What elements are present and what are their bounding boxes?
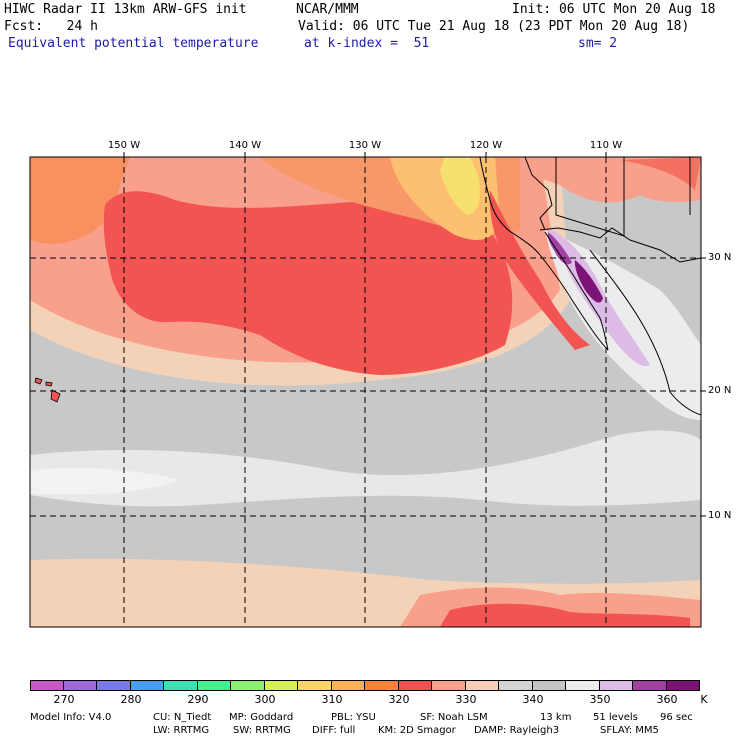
colorbar-swatch (197, 680, 231, 691)
footer-model-info: Model Info: V4.0 (30, 712, 112, 723)
map-field (30, 157, 701, 627)
coastline-west (479, 157, 609, 351)
colorbar-label-340: 340 (522, 693, 544, 706)
field-purple-1 (547, 232, 572, 265)
field-name: Equivalent potential temperature (8, 36, 259, 51)
colorbar-swatch (599, 680, 633, 691)
footer-lw: LW: RRTMG (153, 725, 210, 736)
colorbar-swatch (566, 680, 600, 691)
colorbar-label-310: 310 (321, 693, 343, 706)
lon-label-150w: 150 W (107, 140, 141, 151)
colorbar-swatch (532, 680, 566, 691)
forecast-hour: Fcst: 24 h (4, 19, 98, 34)
colorbar-swatch (398, 680, 432, 691)
colorbar-swatch (331, 680, 365, 691)
colorbar-label-300: 300 (254, 693, 276, 706)
graticule (30, 157, 701, 627)
valid-time: Valid: 06 UTC Tue 21 Aug 18 (23 PDT Mon … (298, 19, 690, 34)
field-white-west (30, 468, 180, 495)
level-index: at k-index = 51 (304, 36, 430, 51)
colorbar-swatch (63, 680, 97, 691)
lon-label-140w: 140 W (228, 140, 262, 151)
footer-mp: MP: Goddard (229, 712, 294, 723)
colorbar-label-360: 360 (656, 693, 678, 706)
footer-sf: SF: Noah LSM (420, 712, 488, 723)
field-land-red (620, 157, 701, 190)
frame-ticks (123, 152, 706, 517)
colorbar-swatch (264, 680, 298, 691)
footer-sw: SW: RRTMG (233, 725, 291, 736)
colorbar-label-270: 270 (53, 693, 75, 706)
footer-timestep: 96 sec (660, 712, 693, 723)
footer-sflay: SFLAY: MM5 (600, 725, 659, 736)
colorbar-swatch (97, 680, 131, 691)
field-white-belt (30, 430, 701, 507)
colorbar-swatch (298, 680, 332, 691)
coastline-baja-east (544, 231, 609, 351)
field-purple-2 (574, 260, 603, 303)
field-red-south (440, 603, 690, 627)
lat-label-30n: 30 N (708, 252, 732, 263)
hawaii-islands (34, 377, 61, 403)
colorbar-swatch (499, 680, 533, 691)
colorbar-frame (30, 680, 700, 691)
colorbar-unit: K (700, 693, 708, 706)
footer-resolution: 13 km (540, 712, 572, 723)
field-red-core (103, 191, 513, 375)
lon-label-110w: 110 W (589, 140, 623, 151)
footer-pbl: PBL: YSU (331, 712, 376, 723)
colorbar-swatch (365, 680, 399, 691)
border-state-az (555, 157, 625, 237)
footer-damp: DAMP: Rayleigh3 (474, 725, 560, 736)
lon-label-130w: 130 W (348, 140, 382, 151)
model-title: HIWC Radar II 13km ARW-GFS init (4, 2, 247, 17)
colorbar-swatch (231, 680, 265, 691)
colorbar-label-290: 290 (187, 693, 209, 706)
footer-diff: DIFF: full (312, 725, 356, 736)
init-time: Init: 06 UTC Mon 20 Aug 18 (512, 2, 716, 17)
colorbar-label-350: 350 (589, 693, 611, 706)
lat-label-10n: 10 N (708, 510, 732, 521)
colorbar-swatch (432, 680, 466, 691)
field-orange-west (30, 157, 130, 244)
colorbar-label-320: 320 (388, 693, 410, 706)
footer-cu: CU: N_Tiedt (153, 712, 212, 723)
colorbar-swatch (633, 680, 667, 691)
colorbar-swatch (465, 680, 499, 691)
colorbar-label-280: 280 (120, 693, 142, 706)
colorbar-swatch (164, 680, 198, 691)
organization: NCAR/MMM (296, 2, 359, 17)
smoothing: sm= 2 (578, 36, 618, 51)
lon-label-120w: 120 W (469, 140, 503, 151)
coastline-mexico (589, 249, 701, 416)
colorbar-swatch (130, 680, 164, 691)
lat-label-20n: 20 N (708, 385, 732, 396)
footer-levels: 51 levels (593, 712, 638, 723)
footer-km: KM: 2D Smagor (378, 725, 456, 736)
colorbar-label-330: 330 (455, 693, 477, 706)
colorbar-swatch (30, 680, 64, 691)
border-state-ca (524, 157, 553, 231)
border-state-nm (624, 157, 691, 215)
field-yellow (440, 157, 480, 215)
